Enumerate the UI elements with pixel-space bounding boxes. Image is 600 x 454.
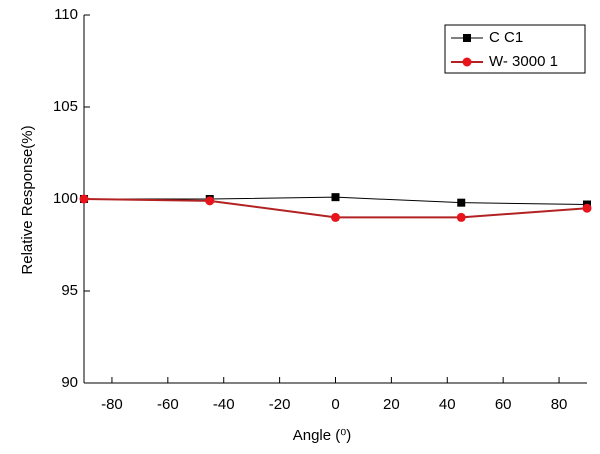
legend-label: W- 3000 1 (489, 53, 558, 70)
x-tick-label: -80 (101, 396, 123, 413)
x-axis-label: Angle (⁰) (293, 427, 352, 444)
data-point (457, 198, 466, 207)
y-tick-label: 105 (53, 98, 78, 115)
x-tick-label: 20 (383, 396, 400, 413)
legend-marker (463, 34, 471, 42)
y-tick-label: 95 (61, 282, 78, 299)
y-tick-label: 90 (61, 374, 78, 391)
x-tick-label: 80 (551, 396, 568, 413)
y-axis-label: Relative Response(%) (19, 125, 36, 274)
data-point (456, 212, 466, 222)
data-point (582, 203, 592, 213)
data-point (331, 212, 340, 222)
legend-label: C C1 (489, 29, 523, 46)
data-point (205, 196, 215, 206)
x-tick-label: -40 (213, 396, 235, 413)
y-tick-label: 100 (53, 190, 78, 207)
y-tick-label: 110 (54, 6, 78, 23)
x-tick-label: 0 (331, 396, 339, 413)
data-point (79, 194, 89, 204)
x-tick-label: -60 (157, 396, 179, 413)
x-tick-label: 40 (439, 396, 456, 413)
data-point (331, 193, 340, 202)
x-tick-label: 60 (495, 396, 512, 413)
legend-marker (462, 57, 472, 67)
x-tick-label: -20 (269, 396, 291, 413)
